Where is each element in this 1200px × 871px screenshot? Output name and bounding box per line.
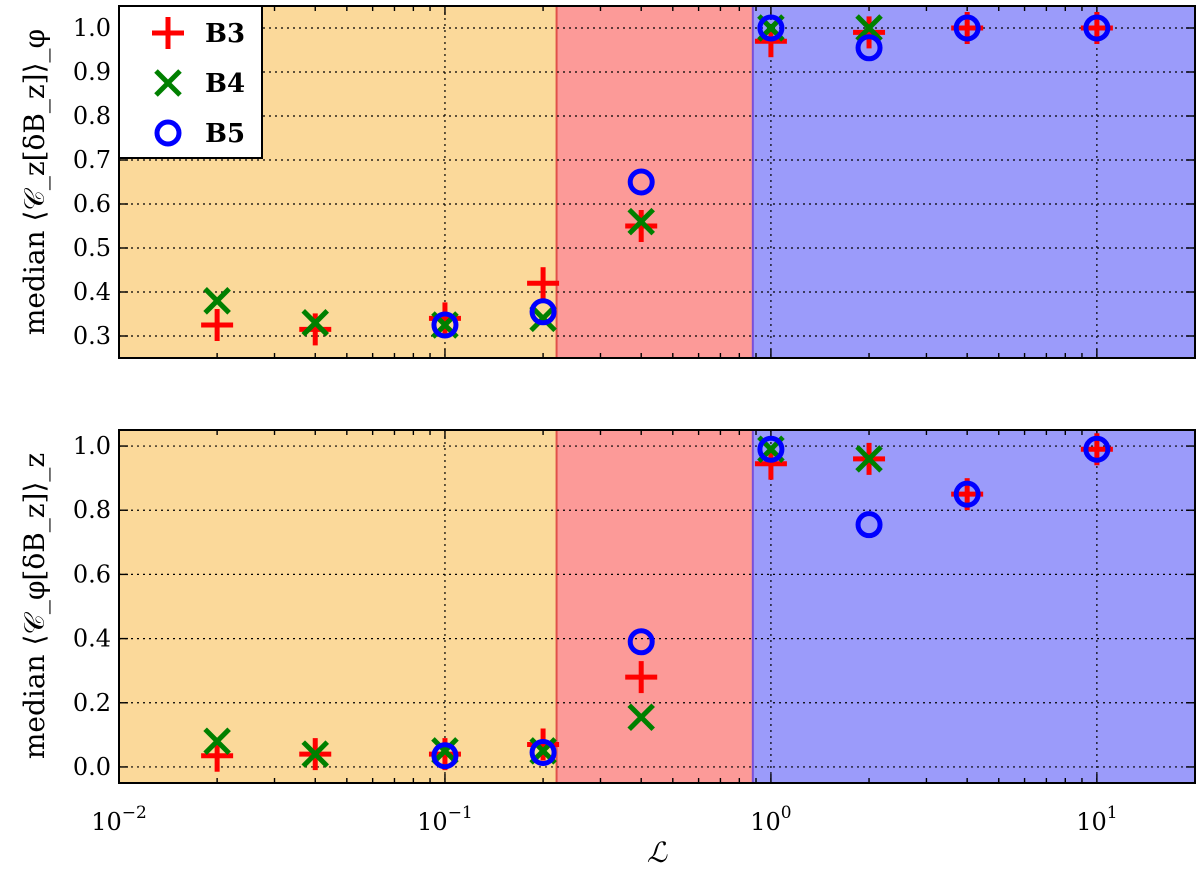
legend-marker-B3 (152, 17, 184, 49)
legend-marker-B4 (154, 69, 182, 97)
data-point-B3 (527, 267, 560, 300)
region-3 (752, 6, 1195, 358)
data-point-B4 (203, 287, 231, 315)
legend-marker-B5 (154, 119, 182, 147)
data-point-B5 (1083, 435, 1111, 463)
plot-frame (118, 429, 1196, 784)
data-point-B5 (627, 628, 655, 656)
x-tick-label: 10−2 (91, 803, 147, 836)
data-point-B3 (201, 309, 234, 341)
top-panel: 0.3 0.4 0.5 0.6 0.7 0.8 0.9 1.0 (73, 5, 1196, 359)
y-tick-label: 0.3 (73, 322, 111, 350)
data-point-B4 (301, 309, 330, 337)
data-point-B3 (625, 210, 658, 242)
data-point-B4 (855, 14, 883, 42)
data-point-B4 (301, 740, 330, 768)
y-tick-label: 0.2 (73, 689, 111, 717)
x-tick-label: 10−1 (417, 803, 473, 836)
data-point-B4 (529, 304, 557, 333)
data-point-B4 (203, 727, 231, 756)
data-point-B5 (431, 742, 459, 770)
legend-label-B3: B3 (205, 19, 245, 49)
y-tick-label: 1.0 (73, 14, 111, 42)
y-tick-label: 0.6 (73, 190, 111, 218)
data-point-B5 (529, 298, 557, 326)
y-tick-label: 0.5 (73, 234, 111, 262)
legend: B3 B4 B5 (118, 5, 263, 159)
y-tick-label: 1.0 (73, 432, 111, 460)
y-tick-label: 0.7 (73, 146, 111, 174)
y-tick-label: 0.0 (73, 753, 111, 781)
data-point-B5 (529, 739, 557, 767)
data-point-B5 (855, 34, 883, 62)
data-point-B5 (953, 480, 981, 508)
y-tick-label: 0.9 (73, 58, 111, 86)
plot-frame (118, 5, 1196, 359)
data-point-B5 (757, 14, 785, 42)
data-point-B5 (431, 311, 459, 339)
y-tick-label: 0.4 (73, 625, 111, 653)
data-point-B3 (625, 661, 658, 694)
data-point-B5 (855, 511, 883, 539)
x-tick-label: 100 (750, 803, 791, 836)
region-2 (556, 430, 753, 783)
data-point-B5 (627, 168, 655, 196)
data-point-B4 (627, 703, 655, 731)
legend-box (118, 5, 263, 159)
data-point-B3 (754, 447, 787, 480)
data-point-B4 (627, 207, 655, 236)
data-point-B3 (299, 313, 332, 346)
legend-label-B4: B4 (205, 69, 245, 99)
series-B5 (431, 14, 1111, 339)
data-point-B5 (757, 435, 785, 463)
data-point-B5 (1083, 14, 1111, 42)
region-1 (119, 430, 557, 783)
y-tick-label: 0.8 (73, 496, 111, 524)
data-point-B5 (953, 14, 981, 42)
data-point-B4 (855, 445, 883, 473)
legend-label-B5: B5 (205, 119, 245, 149)
top-y-axis-label: median ⟨𝒞_z[δB_z]⟩_φ (18, 29, 51, 335)
x-tick-label: 101 (1076, 803, 1117, 836)
y-tick-label: 0.6 (73, 560, 111, 588)
y-tick-label: 0.4 (73, 278, 111, 306)
data-point-B3 (853, 16, 886, 49)
y-tick-label: 0.8 (73, 102, 111, 130)
bottom-panel: 0.0 0.2 0.4 0.6 0.8 1.0 10−2 10−1 100 101 (73, 429, 1196, 836)
data-point-B3 (201, 739, 234, 772)
x-axis-label: ℒ (647, 836, 668, 869)
series-B5 (431, 435, 1111, 770)
bottom-y-axis-label: median ⟨𝒞_φ[δB_z]⟩_z (18, 453, 51, 759)
